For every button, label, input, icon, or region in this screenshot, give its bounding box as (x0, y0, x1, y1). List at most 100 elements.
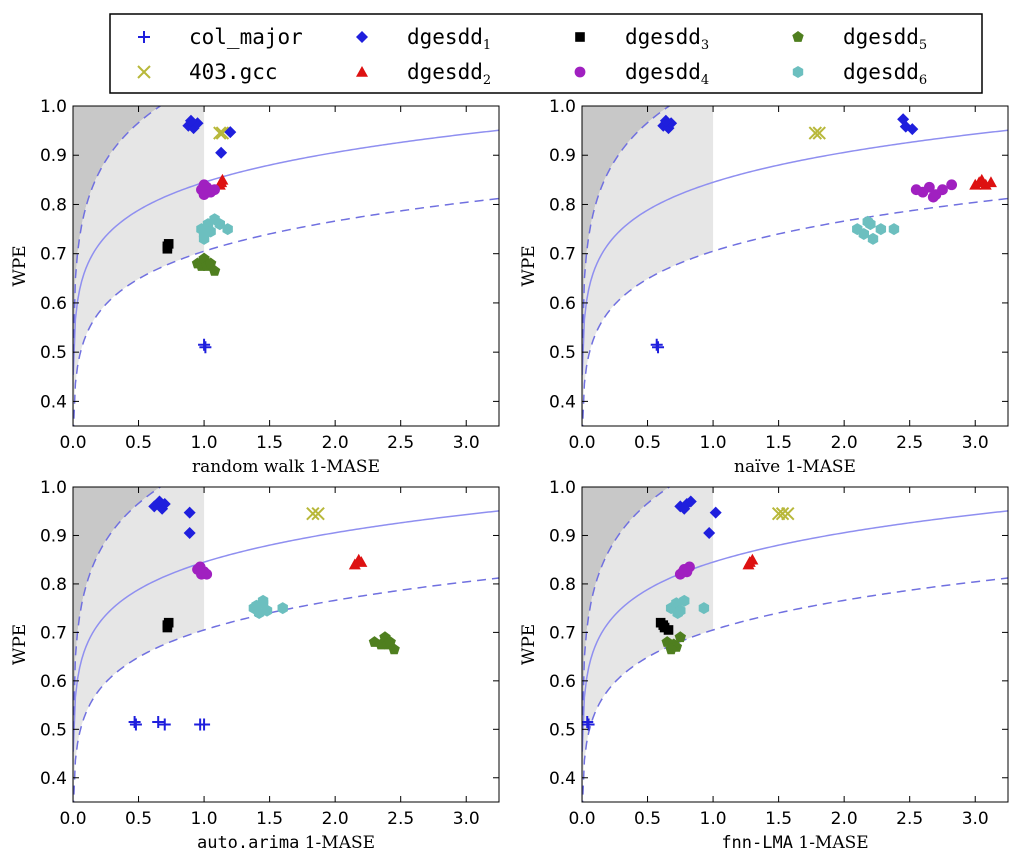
point-col_major-0 (128, 716, 141, 729)
legend-entry-dgesdd5: dgesdd5 (792, 25, 927, 53)
series-dgesdd4 (196, 179, 220, 201)
point-dgesdd3-2 (663, 625, 674, 635)
curve-upper-bound (73, 106, 162, 354)
panel-1: 0.0 0.5 1.0 1.5 2.0 2.5 3.0 0.4 0.5 0.6 0.7 0.8 0.9 1… (10, 97, 500, 477)
plot-area (73, 106, 499, 426)
y-tick-label: 0.9 (40, 526, 67, 546)
x-tick-label: 2.0 (322, 809, 349, 829)
point-dgesdd1-3 (153, 495, 166, 508)
point-dgesdd6-5 (277, 602, 288, 615)
series-col_major (582, 716, 595, 731)
series-gcc403 (213, 126, 230, 140)
x-tick-label: 0.0 (568, 809, 595, 829)
x-tick-label: 1.5 (765, 809, 792, 829)
x-tick-label: 1.0 (191, 809, 218, 829)
y-tick-label: 0.4 (549, 769, 576, 789)
series-col_major (128, 716, 211, 731)
point-dgesdd1-5 (709, 506, 722, 519)
point-dgesdd4-5 (198, 179, 210, 191)
curve-center (582, 510, 1008, 752)
series-dgesdd1 (674, 495, 722, 540)
point-dgesdd1-3 (659, 114, 672, 127)
region-light (73, 106, 205, 426)
region-light (582, 106, 714, 426)
y-tick-label: 0.5 (40, 343, 67, 363)
point-gcc403-1 (812, 126, 826, 140)
point-gcc403-1 (311, 506, 325, 521)
x-tick-label: 1.0 (700, 809, 727, 829)
legend: col_major dgesdd1 dgesdd3 dgesdd5 403.gcc dge… (109, 13, 983, 94)
x-tick-label: 2.0 (831, 433, 858, 453)
point-dgesdd2-2 (355, 556, 368, 567)
legend-label-dgesdd4: dgesdd4 (625, 60, 709, 88)
legend-marker-dgesdd4 (574, 66, 586, 78)
x-tick-label: 1.0 (700, 433, 727, 453)
x-tick-label: 0.0 (59, 809, 86, 829)
x-tick-label: 0.5 (125, 433, 152, 453)
x-tick-label: 3.0 (453, 809, 480, 829)
x-axis-label: naïve 1-MASE (734, 457, 856, 477)
plot-area (582, 487, 1008, 802)
y-tick-label: 0.7 (40, 245, 67, 265)
curve-upper-bound (582, 106, 671, 354)
point-dgesdd4-4 (677, 566, 689, 578)
region-dark (582, 487, 714, 802)
series-dgesdd1 (657, 113, 919, 136)
point-dgesdd6-6 (865, 218, 876, 231)
point-dgesdd3-2 (162, 620, 173, 630)
y-tick-label: 1.0 (549, 97, 576, 117)
y-tick-label: 1.0 (40, 97, 67, 117)
point-col_major-0 (650, 338, 663, 351)
y-tick-label: 0.6 (549, 672, 576, 692)
legend-marker-dgesdd6 (792, 66, 804, 78)
y-axis-label: WPE (519, 624, 539, 665)
point-dgesdd4-6 (927, 191, 939, 203)
point-dgesdd3-3 (658, 620, 669, 630)
series-dgesdd6 (248, 594, 288, 619)
x-tick-label: 0.5 (634, 809, 661, 829)
series-dgesdd4 (192, 561, 213, 580)
legend-label-dgesdd6: dgesdd6 (843, 60, 927, 88)
point-dgesdd3-2 (162, 241, 173, 252)
point-col_major-0 (582, 716, 594, 729)
legend-entry-dgesdd6: dgesdd6 (792, 60, 927, 88)
legend-label-col_major: col_major (189, 25, 303, 49)
curve-lower-bound (582, 197, 1008, 426)
point-dgesdd6-7 (222, 223, 233, 236)
y-tick-label: 0.5 (549, 343, 576, 363)
point-dgesdd6-3 (261, 604, 273, 617)
point-dgesdd5-3 (674, 631, 687, 643)
y-tick-label: 0.8 (549, 195, 576, 215)
point-dgesdd1-6 (906, 123, 919, 136)
x-tick-label: 2.5 (896, 809, 923, 829)
legend-marker-dgesdd5 (792, 31, 804, 42)
point-col_major-1 (199, 341, 212, 354)
axes-frame (72, 486, 500, 803)
point-gcc403-2 (781, 506, 795, 521)
x-tick-label: 0.5 (125, 809, 152, 829)
legend-box (109, 13, 983, 94)
point-dgesdd1-4 (215, 146, 228, 159)
point-dgesdd4-3 (201, 568, 213, 580)
series-dgesdd2 (969, 173, 997, 190)
point-dgesdd5-4 (665, 643, 677, 655)
axes-frame (581, 105, 1009, 427)
point-dgesdd1-5 (224, 126, 237, 139)
x-tick-label: 2.5 (387, 809, 414, 829)
panel-4: 0.0 0.5 1.0 1.5 2.0 2.5 3.0 0.4 0.5 0.6 0.7 0.8 0.9 1… (519, 478, 1009, 853)
panel-3: 0.0 0.5 1.0 1.5 2.0 2.5 3.0 0.4 0.5 0.6 0.7 0.8 0.9 1… (10, 478, 500, 853)
series-dgesdd3 (162, 239, 174, 254)
x-tick-label: 2.0 (322, 433, 349, 453)
point-col_major-1 (652, 341, 665, 354)
point-dgesdd1-5 (183, 527, 196, 540)
y-tick-label: 0.6 (40, 294, 67, 314)
x-tick-label: 0.0 (568, 433, 595, 453)
point-dgesdd6-4 (672, 607, 683, 619)
x-axis-label: auto.arima 1-MASE (197, 833, 375, 853)
point-dgesdd6-4 (875, 223, 887, 236)
axes-frame (581, 486, 1009, 803)
series-dgesdd6 (196, 213, 233, 245)
point-dgesdd1-3 (184, 114, 197, 127)
curve-lower-bound (582, 577, 1008, 802)
series-col_major (198, 338, 212, 354)
